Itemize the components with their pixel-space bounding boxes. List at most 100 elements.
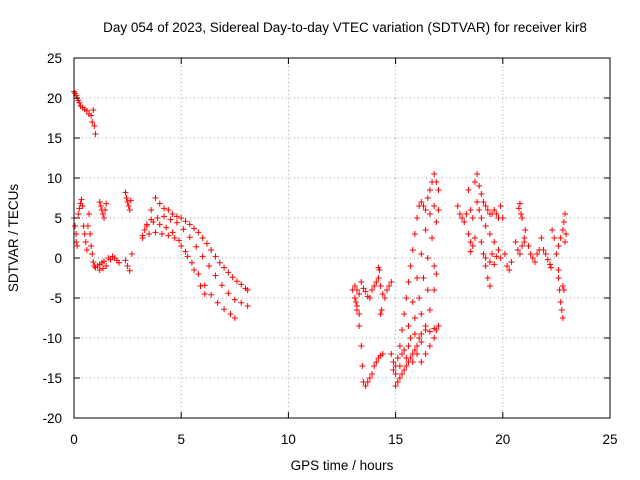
axis-ticks: 0 5 10 15 20 25 -20 -15 -10 -5 0 5 10 15 20 25 xyxy=(42,51,617,447)
data-point xyxy=(91,123,98,129)
data-point xyxy=(156,221,163,228)
data-point xyxy=(208,291,215,298)
data-point xyxy=(354,303,361,309)
data-point xyxy=(176,237,183,244)
data-point xyxy=(227,311,234,317)
data-point xyxy=(474,171,481,177)
data-point xyxy=(88,112,95,119)
data-point xyxy=(549,227,556,233)
data-point xyxy=(407,335,414,341)
y-tick-label: 20 xyxy=(47,91,62,106)
y-tick-label: 0 xyxy=(54,251,62,266)
data-point xyxy=(401,311,408,317)
data-point xyxy=(386,283,393,289)
data-point xyxy=(555,267,562,273)
data-point xyxy=(90,259,97,265)
data-point xyxy=(352,299,359,305)
data-point xyxy=(560,287,567,293)
data-point xyxy=(197,283,204,289)
data-point xyxy=(86,211,93,217)
data-point xyxy=(469,243,476,249)
data-point xyxy=(411,347,418,353)
data-point xyxy=(351,283,358,289)
data-point xyxy=(467,239,474,245)
data-point xyxy=(559,315,566,321)
data-point xyxy=(221,264,228,271)
data-point xyxy=(433,179,440,185)
data-point xyxy=(394,355,401,361)
data-point xyxy=(90,107,97,113)
data-point xyxy=(369,371,376,377)
data-point xyxy=(182,218,189,225)
data-point xyxy=(454,203,461,209)
data-point xyxy=(516,200,523,207)
data-point xyxy=(178,215,185,221)
data-point xyxy=(89,251,96,257)
data-point xyxy=(126,207,133,213)
data-point xyxy=(518,211,525,217)
data-point xyxy=(420,203,427,209)
data-point xyxy=(76,205,83,212)
data-point xyxy=(394,379,401,385)
data-point xyxy=(156,200,163,207)
data-point xyxy=(482,263,489,269)
data-point xyxy=(163,224,170,231)
data-point xyxy=(356,311,363,317)
data-point xyxy=(467,207,474,213)
data-point xyxy=(411,331,418,337)
data-point xyxy=(416,295,423,301)
data-point xyxy=(405,343,412,349)
y-tick-label: 10 xyxy=(47,171,62,186)
data-point xyxy=(186,234,193,241)
x-tick-label: 15 xyxy=(388,432,403,447)
data-point xyxy=(375,275,382,281)
data-point xyxy=(388,279,395,285)
data-point xyxy=(165,207,172,213)
data-point xyxy=(522,227,529,233)
data-point xyxy=(474,199,481,205)
y-tick-label: -5 xyxy=(50,291,62,306)
data-point xyxy=(401,347,408,353)
data-point xyxy=(103,200,110,207)
data-point xyxy=(424,287,431,293)
data-point xyxy=(376,267,383,273)
data-point xyxy=(212,272,219,279)
data-point xyxy=(358,279,365,285)
data-point xyxy=(139,235,146,241)
data-point xyxy=(396,363,403,369)
data-point xyxy=(534,251,541,257)
data-point xyxy=(366,295,373,301)
data-point xyxy=(371,363,378,369)
data-point xyxy=(557,235,564,241)
data-point xyxy=(191,267,198,273)
data-point xyxy=(560,219,567,225)
data-point xyxy=(401,367,408,373)
data-point xyxy=(381,295,388,301)
data-point xyxy=(206,263,213,269)
y-tick-label: 5 xyxy=(54,211,62,226)
data-point xyxy=(392,383,399,389)
data-point xyxy=(551,235,558,241)
data-point xyxy=(422,207,429,213)
data-point xyxy=(161,205,168,212)
x-tick-label: 5 xyxy=(177,432,185,447)
data-point xyxy=(233,278,240,285)
data-point xyxy=(87,231,94,237)
data-point xyxy=(359,363,366,369)
data-point xyxy=(388,351,395,357)
data-point xyxy=(519,215,526,221)
data-point xyxy=(548,264,555,271)
data-point xyxy=(356,291,363,297)
data-point xyxy=(414,275,421,281)
data-point xyxy=(491,239,498,245)
y-tick-label: -20 xyxy=(42,411,62,426)
data-point xyxy=(371,283,378,289)
data-point xyxy=(559,283,566,289)
data-point xyxy=(414,215,421,221)
data-point xyxy=(497,203,504,209)
data-point xyxy=(426,187,433,193)
data-point xyxy=(538,235,545,241)
data-point xyxy=(495,247,502,253)
data-point xyxy=(188,259,195,266)
data-point xyxy=(431,171,438,177)
